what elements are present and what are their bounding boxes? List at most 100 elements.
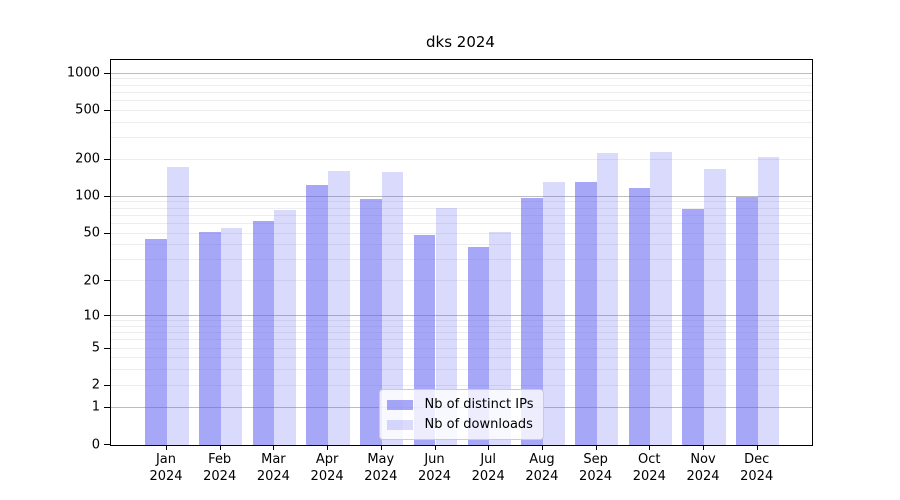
x-tick-label: Jan 2024 bbox=[131, 451, 201, 485]
minor-gridline bbox=[111, 201, 812, 203]
minor-gridline bbox=[111, 99, 812, 101]
y-tick bbox=[104, 109, 110, 111]
minor-gridline bbox=[111, 280, 812, 282]
x-tick-label-month: Nov bbox=[690, 452, 716, 467]
x-tick-label-month: Dec bbox=[744, 452, 770, 467]
y-tick bbox=[104, 158, 110, 160]
minor-gridline bbox=[111, 320, 812, 322]
y-tick-label: 200 bbox=[75, 151, 100, 167]
bar-aug-downloads bbox=[542, 182, 565, 445]
x-tick-label: Aug 2024 bbox=[507, 451, 577, 485]
y-tick-label: 10 bbox=[83, 308, 100, 324]
x-tick-label-year: 2024 bbox=[364, 469, 398, 484]
bar-jan-distinct-ips bbox=[145, 239, 167, 445]
minor-gridline bbox=[111, 259, 812, 261]
bar-apr-downloads bbox=[328, 170, 350, 445]
x-tick-label: Jul 2024 bbox=[453, 451, 523, 485]
minor-gridline bbox=[111, 121, 812, 123]
x-tick bbox=[595, 445, 597, 450]
minor-gridline bbox=[111, 222, 812, 224]
minor-gridline bbox=[111, 78, 812, 80]
plot-area: Nb of distinct IPs Nb of downloads bbox=[110, 59, 813, 446]
bar-sep-downloads bbox=[596, 153, 619, 445]
bar-mar-distinct-ips bbox=[252, 220, 275, 445]
x-tick-label: May 2024 bbox=[346, 451, 416, 485]
x-tick-label: Oct 2024 bbox=[614, 451, 684, 485]
chart-title: dks 2024 bbox=[426, 33, 495, 51]
x-tick bbox=[327, 445, 329, 450]
minor-gridline bbox=[111, 91, 812, 93]
bar-may-downloads bbox=[381, 171, 404, 445]
x-tick-label: Dec 2024 bbox=[722, 451, 792, 485]
downloads-legend-label: Nb of downloads bbox=[424, 417, 533, 432]
bar-dec-distinct-ips bbox=[736, 196, 758, 445]
minor-gridline bbox=[111, 384, 812, 386]
bar-sep-distinct-ips bbox=[574, 182, 597, 445]
y-tick-label: 50 bbox=[83, 225, 100, 241]
y-tick bbox=[104, 232, 110, 234]
bar-feb-downloads bbox=[220, 227, 243, 445]
distinct-ips-swatch bbox=[386, 399, 413, 410]
y-tick bbox=[104, 72, 110, 74]
x-tick-label: Mar 2024 bbox=[238, 451, 308, 485]
x-tick-label-year: 2024 bbox=[149, 469, 183, 484]
x-tick bbox=[703, 445, 704, 450]
y-tick-label: 1 bbox=[91, 399, 100, 415]
x-tick-label-year: 2024 bbox=[579, 469, 613, 484]
x-tick-label: Nov 2024 bbox=[668, 451, 738, 485]
y-tick bbox=[104, 280, 110, 282]
x-tick bbox=[434, 445, 436, 450]
minor-gridline bbox=[111, 84, 812, 86]
x-tick bbox=[219, 445, 221, 450]
x-tick-label: Jun 2024 bbox=[400, 451, 470, 485]
bar-feb-distinct-ips bbox=[199, 231, 221, 445]
x-tick-label-month: Oct bbox=[638, 452, 661, 467]
y-tick-label: 500 bbox=[75, 102, 100, 118]
bar-nov-downloads bbox=[704, 168, 726, 445]
minor-gridline bbox=[111, 339, 812, 341]
x-tick bbox=[488, 445, 490, 450]
x-tick-label-year: 2024 bbox=[417, 469, 452, 484]
x-tick-label-year: 2024 bbox=[310, 469, 344, 484]
legend: Nb of distinct IPs Nb of downloads bbox=[378, 389, 545, 440]
minor-gridline bbox=[111, 332, 812, 334]
minor-gridline bbox=[111, 214, 812, 216]
x-tick-label: Sep 2024 bbox=[561, 451, 631, 485]
minor-gridline bbox=[111, 357, 812, 359]
x-tick bbox=[380, 445, 382, 450]
x-tick bbox=[273, 445, 275, 450]
downloads-swatch bbox=[386, 419, 413, 430]
x-tick-label-year: 2024 bbox=[740, 469, 774, 484]
bar-nov-distinct-ips bbox=[682, 209, 704, 445]
major-gridline bbox=[111, 195, 812, 197]
x-tick-label-month: May bbox=[367, 452, 395, 467]
x-tick-label: Feb 2024 bbox=[185, 451, 255, 485]
x-tick-label-month: Aug bbox=[529, 452, 555, 467]
y-tick bbox=[104, 315, 110, 317]
x-tick-label-month: Jan bbox=[155, 452, 177, 467]
x-tick-label-month: Jun bbox=[424, 452, 445, 467]
x-tick-label-year: 2024 bbox=[525, 469, 559, 484]
y-tick-label: 20 bbox=[83, 273, 100, 289]
x-tick bbox=[541, 445, 543, 450]
bar-aug-distinct-ips bbox=[521, 197, 543, 445]
minor-gridline bbox=[111, 347, 812, 349]
x-tick-label-month: Apr bbox=[315, 452, 339, 467]
minor-gridline bbox=[111, 109, 812, 111]
x-tick-label-year: 2024 bbox=[686, 469, 720, 484]
y-tick bbox=[104, 444, 110, 445]
x-tick-label-month: Jul bbox=[480, 452, 497, 467]
y-tick-label: 1000 bbox=[66, 65, 100, 81]
x-tick-label-year: 2024 bbox=[203, 469, 237, 484]
x-tick-label: Apr 2024 bbox=[292, 451, 362, 485]
minor-gridline bbox=[111, 244, 812, 246]
minor-gridline bbox=[111, 137, 812, 139]
y-tick-label: 0 bbox=[91, 437, 100, 452]
x-tick-label-month: Feb bbox=[208, 452, 232, 467]
y-tick bbox=[104, 347, 110, 349]
x-tick-label-month: Sep bbox=[583, 452, 608, 467]
y-tick-label: 100 bbox=[75, 188, 100, 204]
bar-jun-downloads bbox=[435, 208, 458, 445]
y-tick bbox=[104, 195, 110, 197]
major-gridline bbox=[111, 72, 812, 74]
